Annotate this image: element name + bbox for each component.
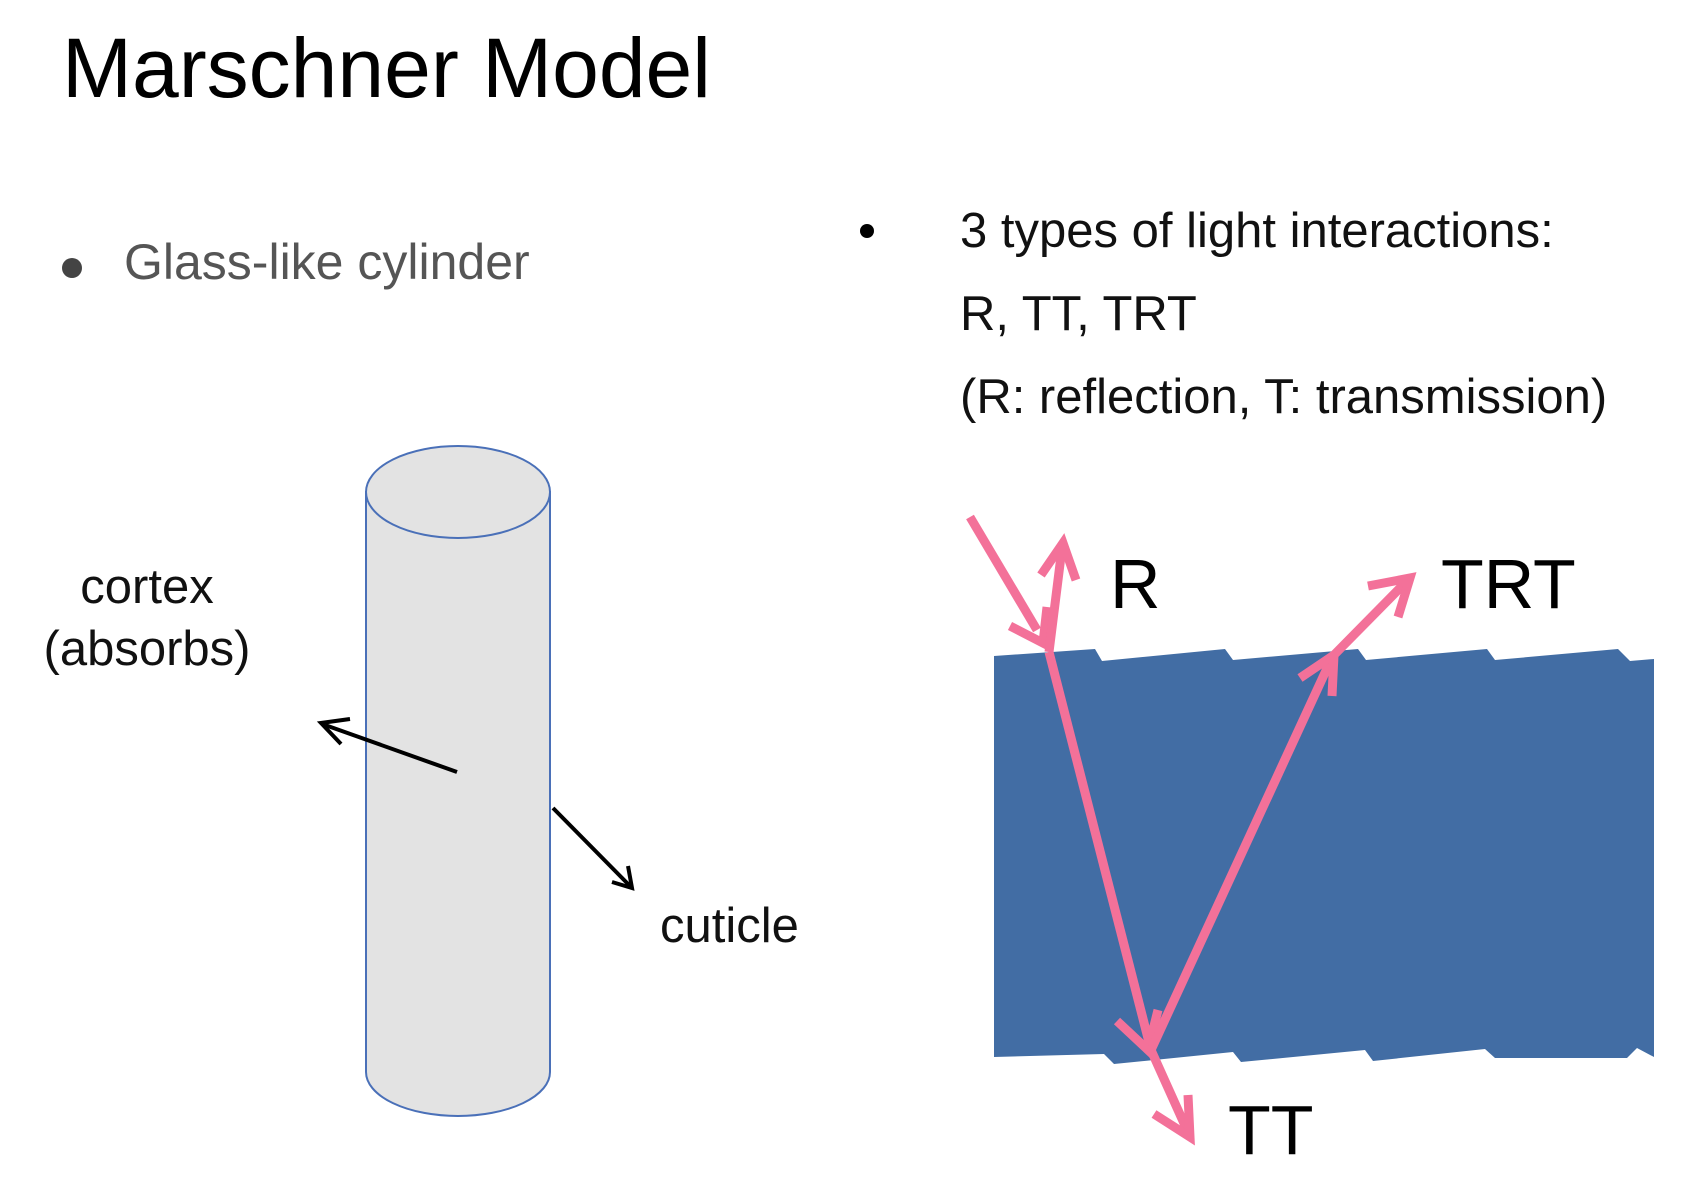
cuticle-label: cuticle [660, 899, 799, 953]
slide-title: Marschner Model [62, 21, 711, 115]
cylinder-body [365, 491, 551, 1117]
hair-strand [994, 649, 1654, 1064]
label-tt: TT [1228, 1091, 1314, 1169]
cuticle-arrow [551, 806, 635, 891]
bullet-line-3: (R: reflection, T: transmission) [960, 370, 1608, 424]
tt-ray-exit-head [1151, 1094, 1195, 1146]
bullet-dot [860, 224, 874, 238]
trt-ray-inside [1146, 662, 1334, 1052]
tt-ray-inside-head [1113, 1008, 1163, 1059]
bullet-line-2: R, TT, TRT [960, 287, 1197, 341]
tt-ray-exit [1146, 1048, 1192, 1132]
bullet-text: Glass-like cylinder [124, 234, 530, 290]
label-r: R [1110, 545, 1161, 623]
trt-ray-exit-head [1367, 572, 1417, 619]
cortex-arrow [316, 717, 458, 774]
bullet-dot [62, 258, 82, 278]
r-ray-head [1037, 533, 1081, 582]
bullet-line-1: 3 types of light interactions: [960, 204, 1554, 258]
incoming-ray [966, 514, 1041, 633]
cortex-label-line-2: (absorbs) [44, 622, 251, 676]
cortex-label-line-1: cortex [80, 560, 213, 614]
label-trt: TRT [1441, 545, 1576, 623]
incoming-ray-head [1007, 606, 1052, 650]
tt-ray-inside [1044, 650, 1156, 1052]
cylinder [365, 445, 551, 1117]
cylinder-top [365, 445, 551, 539]
r-ray [1044, 547, 1067, 653]
light-paths [966, 514, 1417, 1146]
trt-ray-exit [1329, 580, 1408, 660]
